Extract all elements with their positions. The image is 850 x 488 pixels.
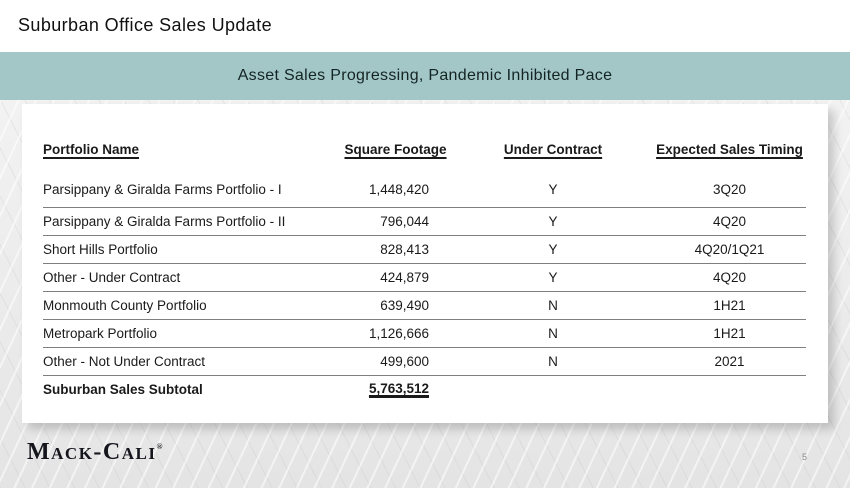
under-contract-cell: N (453, 347, 653, 376)
table-row: Other - Not Under Contract 499,600 N 202… (43, 347, 806, 376)
under-contract-cell: N (453, 319, 653, 348)
table-row: Monmouth County Portfolio 639,490 N 1H21 (43, 291, 806, 320)
timing-cell: 2021 (653, 347, 806, 376)
portfolio-name-cell: Parsippany & Giralda Farms Portfolio - I… (43, 207, 338, 236)
under-contract-cell: N (453, 291, 653, 320)
square-footage-cell: 828,413 (338, 235, 453, 264)
column-header-portfolio-name: Portfolio Name (43, 142, 140, 157)
table-row: Parsippany & Giralda Farms Portfolio - I… (43, 207, 806, 236)
table-header-row: Portfolio Name Square Footage Under Cont… (43, 142, 806, 173)
portfolio-name-cell: Parsippany & Giralda Farms Portfolio - I (43, 173, 338, 208)
portfolio-name-cell: Other - Under Contract (43, 263, 338, 292)
under-contract-cell: Y (453, 235, 653, 264)
timing-cell: 4Q20 (653, 263, 806, 292)
under-contract-cell: Y (453, 207, 653, 236)
content-card: Portfolio Name Square Footage Under Cont… (22, 104, 828, 423)
timing-cell: 4Q20/1Q21 (653, 235, 806, 264)
page-number: 5 (802, 452, 808, 462)
timing-cell: 1H21 (653, 291, 806, 320)
timing-cell: 1H21 (653, 319, 806, 348)
registered-trademark-symbol: ® (156, 442, 163, 451)
portfolio-name-cell: Monmouth County Portfolio (43, 291, 338, 320)
banner-text: Asset Sales Progressing, Pandemic Inhibi… (237, 67, 613, 84)
portfolio-name-cell: Short Hills Portfolio (43, 235, 338, 264)
sales-table: Portfolio Name Square Footage Under Cont… (43, 142, 806, 402)
column-header-under-contract: Under Contract (503, 142, 603, 157)
table-row: Metropark Portfolio 1,126,666 N 1H21 (43, 319, 806, 348)
logo-text: Mack-Cali (27, 439, 157, 465)
square-footage-cell: 1,448,420 (338, 173, 453, 208)
column-header-expected-sales-timing: Expected Sales Timing (656, 142, 803, 157)
square-footage-cell: 796,044 (338, 207, 453, 236)
timing-cell: 4Q20 (653, 207, 806, 236)
under-contract-cell: Y (453, 263, 653, 292)
under-contract-cell: Y (453, 173, 653, 208)
table-row: Other - Under Contract 424,879 Y 4Q20 (43, 263, 806, 292)
column-header-square-footage: Square Footage (344, 142, 447, 157)
timing-cell: 3Q20 (653, 173, 806, 208)
square-footage-cell: 639,490 (338, 291, 453, 320)
mack-cali-logo: Mack-Cali® (27, 439, 162, 466)
table-row: Short Hills Portfolio 828,413 Y 4Q20/1Q2… (43, 235, 806, 264)
subtotal-value-cell: 5,763,512 (338, 376, 453, 403)
square-footage-cell: 424,879 (338, 263, 453, 292)
square-footage-cell: 1,126,666 (338, 319, 453, 348)
table-row: Parsippany & Giralda Farms Portfolio - I… (43, 173, 806, 208)
subtotal-row: Suburban Sales Subtotal 5,763,512 (43, 376, 806, 403)
square-footage-cell: 499,600 (338, 347, 453, 376)
portfolio-name-cell: Other - Not Under Contract (43, 347, 338, 376)
page-title: Suburban Office Sales Update (18, 15, 273, 35)
subtotal-value: 5,763,512 (368, 381, 429, 398)
subtotal-label: Suburban Sales Subtotal (43, 382, 203, 397)
banner: Asset Sales Progressing, Pandemic Inhibi… (0, 52, 850, 100)
portfolio-name-cell: Metropark Portfolio (43, 319, 338, 348)
table-body: Parsippany & Giralda Farms Portfolio - I… (43, 173, 806, 402)
